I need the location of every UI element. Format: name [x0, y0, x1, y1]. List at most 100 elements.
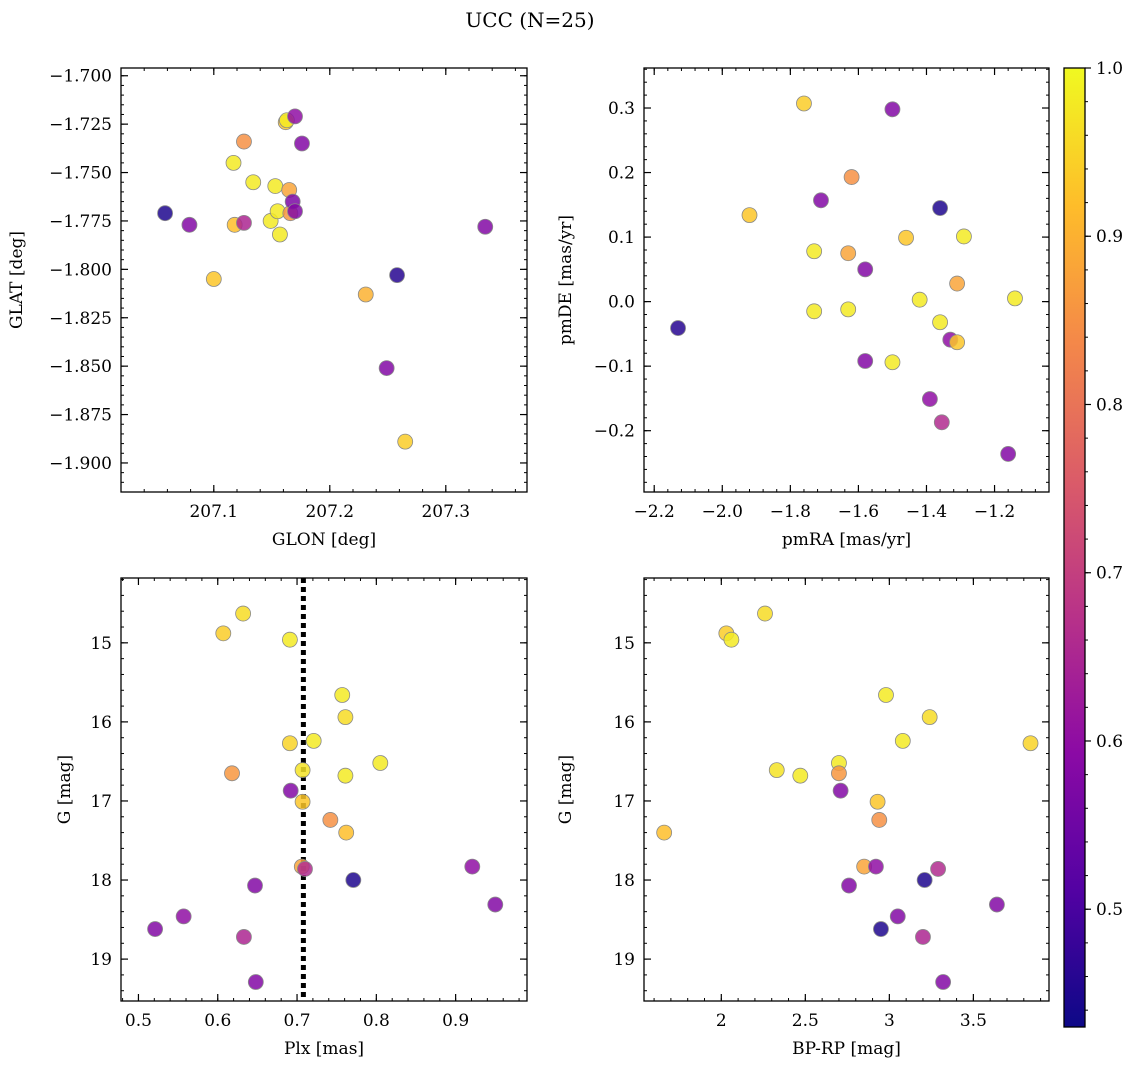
scatter-point — [337, 767, 354, 784]
scatter-point — [956, 228, 972, 245]
scatter-point — [378, 360, 395, 376]
scatter-point — [357, 286, 374, 303]
y-tick-label: 17 — [613, 792, 635, 812]
x-tick-label: −1.2 — [974, 502, 1015, 522]
colorbar-tick-label: 0.5 — [1096, 900, 1123, 920]
scatter-point — [898, 229, 914, 246]
scatter-point — [911, 291, 928, 308]
colorbar-tick-label: 0.7 — [1096, 564, 1123, 584]
y-tick-label: −1.875 — [49, 406, 112, 426]
parallax-panel: 0.5 0.6 0.7 0.8 0.9 15 16 17 18 19 Plx [mas] G [mag… — [55, 577, 528, 1059]
colorbar: 0.5 0.6 0.7 0.8 0.9 1.0 — [1063, 59, 1123, 1028]
scatter-point — [297, 861, 313, 877]
y-tick-label: −1.825 — [49, 309, 112, 329]
y-tick-label: −1.850 — [49, 357, 112, 377]
scatter-point — [916, 872, 933, 888]
plot-frame — [120, 577, 528, 1002]
scatter-point — [857, 261, 874, 278]
y-tick-label: 0.2 — [608, 164, 635, 184]
colorbar-gradient — [1063, 67, 1086, 1028]
scatter-point — [175, 908, 192, 925]
plot-frame — [120, 67, 528, 493]
y-tick-label: 15 — [90, 634, 112, 654]
x-axis-label: GLON [deg] — [272, 530, 376, 550]
scatter-point — [921, 709, 938, 726]
x-tick-label: 2 — [716, 1011, 727, 1031]
y-tick-label: −1.700 — [49, 67, 112, 87]
x-tick-label: −1.4 — [906, 502, 947, 522]
colorbar-tick-label: 0.9 — [1096, 227, 1123, 247]
x-tick-label: 0.9 — [442, 1011, 469, 1031]
x-tick-label: −2.0 — [702, 502, 743, 522]
scatter-point — [287, 108, 303, 125]
y-axis-label: GLAT [deg] — [7, 231, 27, 329]
scatter-point — [1007, 290, 1023, 307]
scatter-point — [389, 267, 405, 284]
scatter-point — [236, 929, 252, 945]
scatter-point — [345, 872, 362, 888]
x-tick-label: 3 — [884, 1011, 895, 1031]
scatter-point — [205, 271, 222, 287]
scatter-point — [868, 858, 884, 875]
y-axis-label: G [mag] — [55, 755, 75, 824]
y-axis-label: G [mag] — [556, 755, 576, 824]
scatter-point — [225, 154, 242, 171]
scatter-point — [282, 782, 299, 799]
scatter-point — [235, 605, 252, 622]
y-tick-label: 19 — [613, 950, 635, 970]
y-axis-label: pmDE [mas/yr] — [556, 215, 576, 345]
colorbar-tick-label: 0.8 — [1096, 395, 1123, 415]
scatter-point — [915, 929, 931, 945]
scatter-point — [670, 320, 686, 336]
x-tick-label: 207.1 — [189, 502, 238, 522]
scatter-point — [831, 765, 847, 782]
x-axis-label: pmRA [mas/yr] — [782, 530, 911, 550]
x-tick-label: −2.2 — [634, 502, 675, 522]
scatter-point — [723, 631, 740, 648]
scatter-point — [806, 243, 823, 260]
scatter-point — [282, 735, 298, 752]
scatter-point — [247, 877, 263, 894]
x-axis-label: BP-RP [mag] — [792, 1039, 901, 1059]
scatter-point — [338, 824, 355, 841]
y-tick-label: −0.1 — [594, 357, 635, 377]
scatter-point — [933, 414, 950, 431]
proper-motion-panel: −2.2 −2.0 −1.8 −1.6 −1.4 −1.2 −0.2 −0.1 0.0 0.1 0.… — [556, 67, 1050, 550]
color-magnitude-panel: 2 2.5 3 3.5 15 16 17 18 19 BP-RP [mag] G [mag] — [556, 577, 1050, 1059]
scatter-point — [840, 245, 857, 262]
figure-title: UCC (N=25) — [465, 8, 594, 32]
x-tick-label: 3.5 — [960, 1011, 987, 1031]
x-tick-label: 0.8 — [363, 1011, 390, 1031]
y-tick-label: 0.3 — [608, 99, 635, 119]
scatter-point — [873, 921, 889, 937]
scatter-point — [869, 793, 886, 810]
scatter-point — [236, 214, 252, 231]
scatter-point — [397, 433, 414, 450]
scatter-point — [949, 334, 966, 351]
scatter-point — [322, 812, 339, 828]
y-tick-label: 0.0 — [608, 293, 635, 313]
y-tick-label: 19 — [90, 950, 112, 970]
scatter-point — [843, 169, 860, 185]
y-tick-label: 18 — [613, 871, 635, 891]
scatter-point — [305, 732, 322, 749]
scatter-point — [932, 200, 948, 216]
x-tick-label: 207.2 — [305, 502, 354, 522]
y-tick-label: 16 — [613, 713, 635, 733]
scatter-point — [921, 391, 938, 407]
scatter-point — [989, 896, 1005, 913]
colorbar-tick-label: 0.6 — [1096, 732, 1123, 752]
y-tick-label: −1.750 — [49, 164, 112, 184]
scatter-point — [741, 207, 758, 224]
scatter-point — [477, 218, 494, 235]
scatter-point — [245, 174, 262, 191]
scatter-point — [932, 314, 948, 331]
scatter-point — [894, 732, 911, 749]
scatter-point — [464, 858, 481, 875]
scatter-point — [792, 767, 809, 784]
scatter-point — [157, 205, 173, 222]
scatter-point — [215, 625, 232, 642]
scatter-point — [832, 782, 849, 799]
scatter-point — [889, 908, 906, 925]
